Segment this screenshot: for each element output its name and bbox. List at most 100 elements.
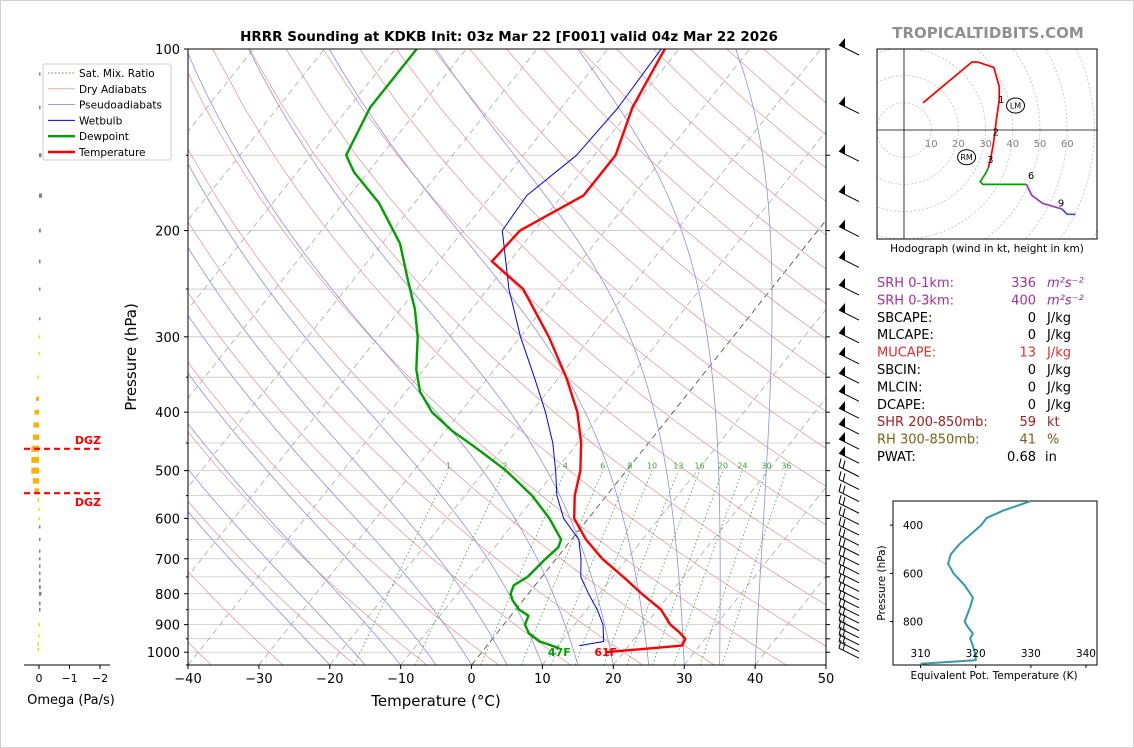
x-tick-label: −20	[316, 672, 343, 687]
wind-barb	[838, 564, 860, 584]
omega-bar	[34, 488, 39, 494]
omega-bar	[39, 549, 41, 553]
wetbulb-trace	[501, 49, 662, 647]
index-value: 0	[1028, 363, 1036, 378]
wind-barb	[838, 527, 860, 546]
wind-barb	[838, 589, 860, 609]
storm-motion-marker	[957, 149, 977, 166]
isotherm-line	[188, 49, 680, 665]
index-unit: kt	[1047, 415, 1060, 430]
index-value: 0	[1028, 398, 1036, 413]
hodograph-caption: Hodograph (wind in kt, height in km)	[890, 243, 1084, 255]
mixing-ratio-labels: 1 2 4 6 8 10 13 16 20 24 30 36	[446, 462, 791, 471]
wind-barb	[838, 401, 860, 419]
hodograph-panel: 10 20 30 40 50 60 1 2 3 6 9 LM RM Hodograph (wind in…	[876, 48, 1098, 255]
index-value: 0.68	[1007, 450, 1036, 465]
wind-barb	[838, 384, 860, 402]
index-unit: J/kg	[1046, 398, 1071, 413]
omega-bar	[39, 193, 43, 198]
wind-barb	[838, 144, 860, 162]
omega-bar	[39, 537, 41, 541]
index-value: 59	[1019, 415, 1036, 430]
isotherm-line	[542, 308, 826, 665]
wind-barb	[838, 458, 860, 478]
index-label: SBCIN:	[877, 363, 921, 378]
pseudoadiabat	[188, 162, 543, 665]
dry-adiabat	[188, 148, 715, 665]
y-tick-label: 100	[155, 43, 180, 58]
indices-table: SRH 0-1km: 336 m²s⁻² SRH 0-3km: 400 m²s⁻² SBCA…	[877, 276, 1084, 465]
wind-barb	[838, 495, 860, 514]
pseudoadiabat	[735, 49, 773, 665]
omega-bar	[32, 478, 39, 484]
omega-bar	[37, 375, 39, 379]
omega-bar	[38, 516, 40, 521]
wind-barb	[838, 38, 860, 56]
legend-label: Temperature	[78, 147, 146, 159]
legend-label: Dewpoint	[79, 131, 129, 143]
mixing-ratio-label: 4	[563, 462, 568, 471]
x-tick-label: 10	[534, 672, 551, 687]
wind-barb	[838, 640, 860, 659]
y-tick-label: 600	[155, 512, 180, 527]
wind-barb	[838, 219, 860, 238]
brand-watermark: TROPICALTIDBITS.COM	[892, 24, 1084, 42]
isotherm-line	[188, 49, 538, 488]
index-value: 0	[1028, 311, 1036, 326]
theta-e-y-tick-label: 800	[903, 617, 923, 629]
omega-tick-label: −1	[61, 672, 77, 685]
omega-bar	[31, 456, 39, 463]
mixing-ratio-label: 13	[673, 462, 683, 471]
omega-bar	[39, 153, 42, 158]
y-tick-label: 900	[155, 619, 180, 634]
wind-barb	[838, 612, 860, 632]
theta-e-y-tick-label: 400	[903, 520, 923, 532]
index-label: SHR 200-850mb:	[877, 415, 988, 430]
mixing-ratio-line	[652, 470, 724, 665]
hodograph-ring-label: 50	[1034, 139, 1047, 150]
mixing-ratio-label: 10	[647, 462, 657, 471]
x-axis-label: Temperature (°C)	[370, 692, 500, 710]
dry-adiabat	[188, 361, 499, 665]
mixing-ratio-label: 2	[502, 462, 507, 471]
omega-bar	[38, 507, 40, 512]
y-tick-label: 1000	[147, 646, 180, 661]
pseudoadiabat	[577, 49, 721, 665]
storm-motion-marker	[1006, 97, 1026, 114]
mixing-ratio-label: 1	[446, 462, 451, 471]
mixing-ratio-line	[699, 470, 767, 665]
index-value: 0	[1028, 380, 1036, 395]
pseudoadiabat	[188, 372, 437, 665]
index-unit: %	[1047, 433, 1059, 448]
isotherm-line	[613, 397, 826, 665]
index-label: MUCAPE:	[877, 346, 936, 361]
pseudoadiabat	[188, 246, 508, 665]
theta-e-frame	[892, 500, 1098, 666]
y-tick-label: 700	[155, 553, 180, 568]
wind-barb	[838, 633, 860, 653]
omega-bar	[39, 578, 41, 583]
hodograph-trace	[979, 167, 1027, 186]
index-label: SBCAPE:	[877, 311, 932, 326]
omega-bar	[33, 422, 39, 428]
dry-adiabat	[188, 431, 428, 665]
y-tick-label: 800	[155, 588, 180, 603]
omega-bar	[38, 634, 40, 638]
x-tick-label: 50	[818, 672, 835, 687]
dgz-label: DGZ	[75, 434, 101, 447]
mixing-ratio-line	[414, 470, 506, 665]
x-tick-label: −30	[245, 672, 272, 687]
omega-bar	[38, 622, 40, 627]
omega-bar	[39, 607, 41, 612]
index-label: SRH 0-3km:	[877, 293, 954, 308]
hodograph-height-label: 6	[1028, 171, 1034, 182]
pseudoadiabat	[248, 49, 614, 665]
x-tick-label: 20	[605, 672, 622, 687]
y-tick-label: 300	[155, 331, 180, 346]
wind-barb	[838, 626, 860, 646]
surface-dewpoint-label: 47F	[548, 646, 571, 659]
index-unit: in	[1045, 450, 1057, 465]
omega-bar	[38, 335, 41, 339]
omega-bar	[39, 317, 41, 321]
